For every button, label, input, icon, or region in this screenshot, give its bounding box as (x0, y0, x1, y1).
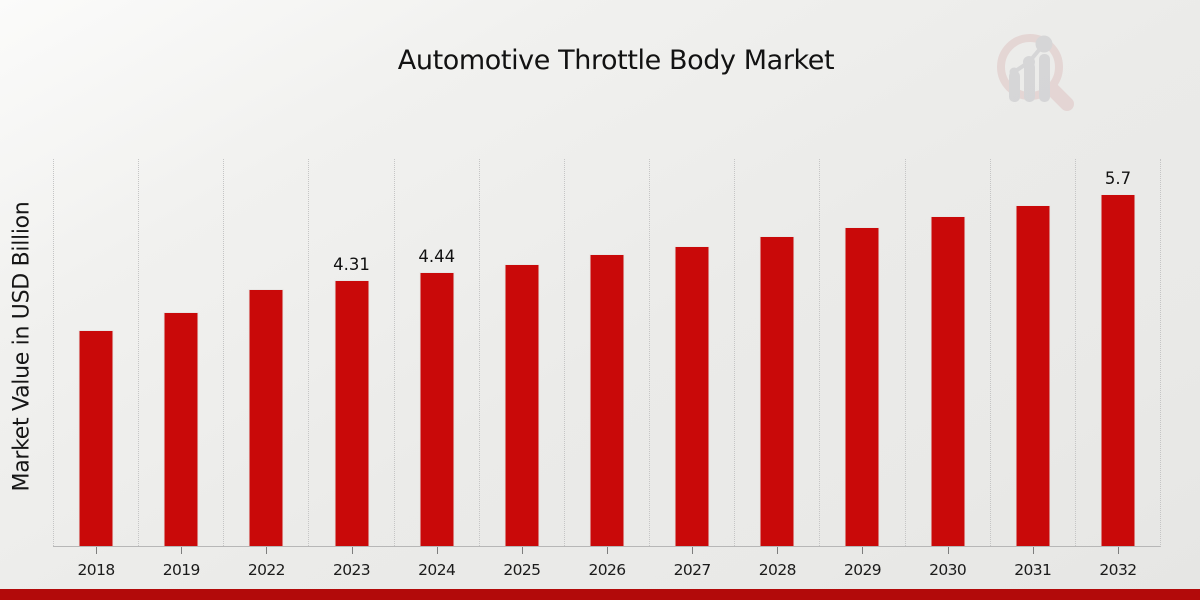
x-tick-label: 2018 (77, 561, 116, 579)
x-tick-label: 2028 (758, 561, 797, 579)
bar (759, 236, 795, 546)
bar (334, 280, 370, 546)
x-tick-label: 2031 (1014, 561, 1052, 579)
logo-bars-icon (1009, 54, 1050, 102)
category-slot: 4.44 2024 (393, 159, 479, 579)
x-axis-tick-icon (1032, 547, 1034, 554)
x-axis-tick-icon (692, 547, 694, 554)
category-slot: 2018 (53, 159, 138, 579)
x-tick-label: 2022 (247, 561, 286, 579)
bar (419, 272, 455, 546)
x-axis-tick-icon (607, 547, 609, 554)
bar (1015, 205, 1051, 546)
x-axis-tick-icon (947, 547, 949, 554)
x-tick-label: 2032 (1099, 561, 1137, 579)
magnifier-ring-icon (997, 34, 1063, 100)
magnifier-bar-chart-logo (997, 34, 1074, 111)
x-tick-label: 2027 (673, 561, 712, 579)
x-tick-label: 2025 (503, 561, 541, 579)
category-slot: 2026 (563, 159, 649, 579)
x-axis-tick-icon (181, 547, 183, 554)
x-tick-label: 2023 (333, 561, 371, 579)
category-slot: 2030 (904, 159, 990, 579)
bottom-accent-stripe (0, 589, 1200, 600)
bar-value-label: 4.44 (418, 247, 456, 266)
x-axis-tick-icon (436, 547, 438, 554)
category-slot: 2022 (223, 159, 308, 579)
category-slot: 2025 (478, 159, 564, 579)
x-axis-tick-icon (351, 547, 353, 554)
x-axis-tick-icon (96, 547, 98, 554)
bar (504, 264, 540, 546)
x-axis-tick-icon (266, 547, 268, 554)
category-slot: 2019 (138, 159, 223, 579)
category-slot: 2029 (819, 159, 904, 579)
x-tick-label: 2026 (588, 561, 626, 579)
category-slot: 5.7 2032 (1074, 159, 1160, 579)
bar (78, 330, 114, 546)
x-tick-label: 2024 (418, 561, 456, 579)
bar (163, 312, 199, 546)
x-axis-tick-icon (521, 547, 523, 554)
plot-area: 2018 2019 2022 4.31 2023 4.44 2024 2025 … (53, 159, 1161, 579)
x-tick-label: 2030 (929, 561, 967, 579)
bar (1100, 194, 1136, 546)
x-axis-tick-icon (862, 547, 864, 554)
magnifier-handle-icon (1046, 83, 1074, 111)
bar-value-label: 5.7 (1104, 169, 1132, 188)
bar (589, 254, 625, 546)
bar (930, 216, 966, 546)
category-slot: 2027 (649, 159, 734, 579)
x-axis-tick-icon (777, 547, 779, 554)
category-slot: 4.31 2023 (308, 159, 393, 579)
logo-trend-dots-icon (1009, 35, 1053, 77)
bar (844, 227, 880, 546)
bar (674, 246, 710, 546)
x-axis-tick-icon (1117, 547, 1119, 554)
category-slot: 2028 (734, 159, 819, 579)
bar (248, 289, 284, 546)
y-axis-title: Market Value in USD Billion (9, 201, 35, 492)
category-slot: 2031 (989, 159, 1075, 579)
x-tick-label: 2029 (843, 561, 882, 579)
bar-value-label: 4.31 (333, 255, 370, 274)
chart-title: Automotive Throttle Body Market (397, 45, 835, 76)
x-tick-label: 2019 (162, 561, 201, 579)
logo-trend-line-icon (1012, 42, 1046, 74)
